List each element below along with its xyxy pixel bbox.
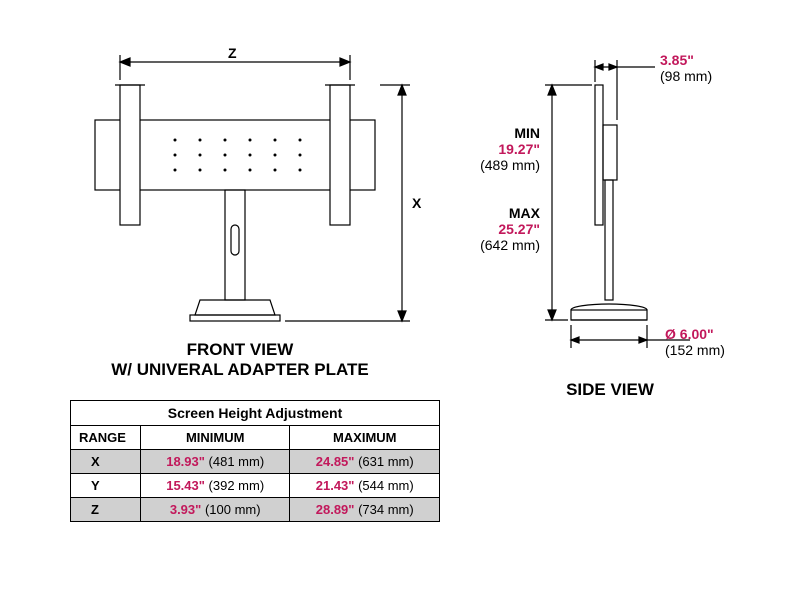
table-row: Y 15.43" (392 mm) 21.43" (544 mm) xyxy=(71,474,440,498)
side-base-dia-mm: (152 mm) xyxy=(665,342,725,358)
side-base-dia: Ø 6.00" (152 mm) xyxy=(665,326,725,358)
table-cell-min: 3.93" (100 mm) xyxy=(140,498,290,522)
table-row: X 18.93" (481 mm) 24.85" (631 mm) xyxy=(71,450,440,474)
dim-x-label: X xyxy=(412,195,421,211)
side-view-title: SIDE VIEW xyxy=(540,380,680,400)
table-header-min: MINIMUM xyxy=(140,426,290,450)
spec-table: Screen Height Adjustment RANGE MINIMUM M… xyxy=(70,400,440,522)
side-max-block: MAX 25.27" (642 mm) xyxy=(480,205,540,253)
side-max-label: MAX xyxy=(509,205,540,221)
table-cell-range: Z xyxy=(71,498,141,522)
table-header-range: RANGE xyxy=(71,426,141,450)
table-cell-max: 21.43" (544 mm) xyxy=(290,474,440,498)
side-depth-label: 3.85" (98 mm) xyxy=(660,52,712,84)
side-max-in: 25.27" xyxy=(498,221,540,237)
table-cell-range: Y xyxy=(71,474,141,498)
dim-z-label: Z xyxy=(228,45,237,61)
table-cell-min: 18.93" (481 mm) xyxy=(140,450,290,474)
table-header-max: MAXIMUM xyxy=(290,426,440,450)
diagram-container: Z X FRONT VIEW W/ UNIVERAL ADAPTER PLATE… xyxy=(0,0,800,600)
side-min-block: MIN 19.27" (489 mm) xyxy=(480,125,540,173)
side-min-label: MIN xyxy=(514,125,540,141)
table-header-row: RANGE MINIMUM MAXIMUM xyxy=(71,426,440,450)
front-view-title-line2: W/ UNIVERAL ADAPTER PLATE xyxy=(111,360,369,379)
front-view-title: FRONT VIEW W/ UNIVERAL ADAPTER PLATE xyxy=(110,340,370,380)
table-cell-max: 28.89" (734 mm) xyxy=(290,498,440,522)
side-depth-in: 3.85" xyxy=(660,52,694,68)
table-cell-min: 15.43" (392 mm) xyxy=(140,474,290,498)
side-depth-mm: (98 mm) xyxy=(660,68,712,84)
side-base-dia-in: Ø 6.00" xyxy=(665,326,714,342)
table-row: Z 3.93" (100 mm) 28.89" (734 mm) xyxy=(71,498,440,522)
table-caption: Screen Height Adjustment xyxy=(70,400,440,425)
table-cell-range: X xyxy=(71,450,141,474)
table-cell-max: 24.85" (631 mm) xyxy=(290,450,440,474)
side-min-in: 19.27" xyxy=(498,141,540,157)
side-min-mm: (489 mm) xyxy=(480,157,540,173)
side-max-mm: (642 mm) xyxy=(480,237,540,253)
front-view-title-line1: FRONT VIEW xyxy=(187,340,294,359)
